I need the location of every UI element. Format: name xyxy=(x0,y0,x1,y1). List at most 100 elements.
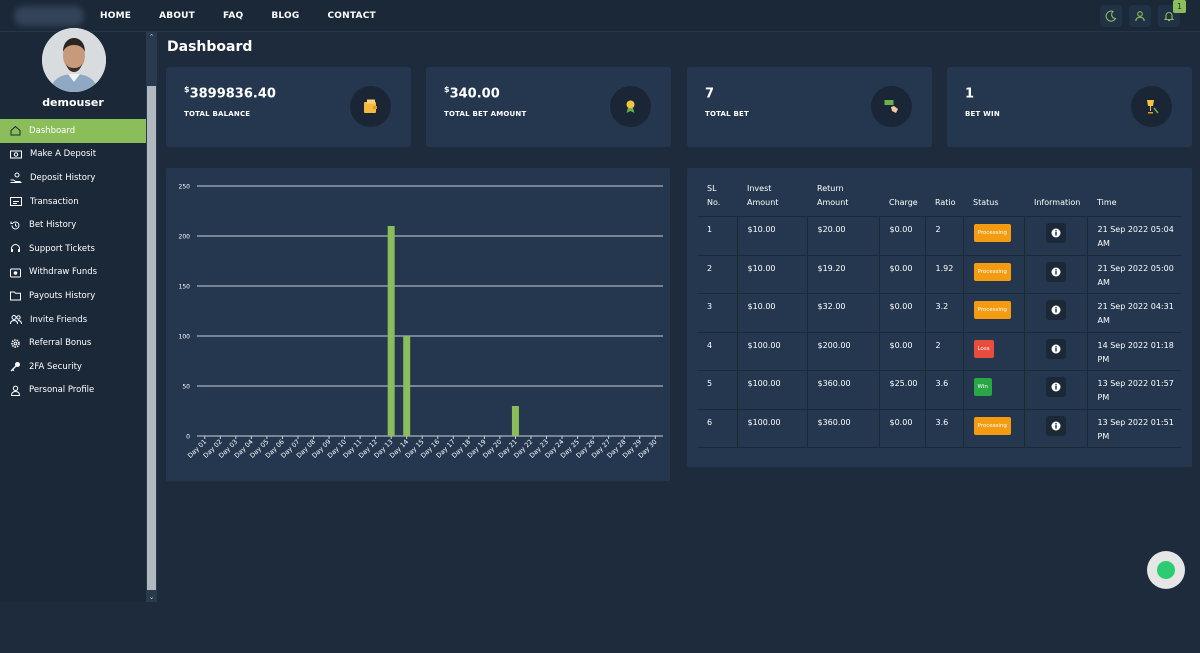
card-bet-win: 1 BET WIN xyxy=(947,67,1192,147)
info-button[interactable] xyxy=(1045,223,1066,243)
cell-return: $200.00 xyxy=(806,331,879,371)
sidebar-item-invite-friends[interactable]: Invite Friends xyxy=(0,308,146,332)
cell-invest: $10.00 xyxy=(736,293,807,332)
info-icon xyxy=(1051,382,1060,392)
cell-time: 13 Sep 2022 01:51 PM xyxy=(1086,408,1181,448)
info-button[interactable] xyxy=(1045,261,1066,282)
sidebar-item-withdraw-funds[interactable]: Withdraw Funds xyxy=(0,261,146,285)
cell-information xyxy=(1023,370,1087,409)
notification-button[interactable]: 1 xyxy=(1158,0,1186,27)
cell-return: $20.00 xyxy=(806,216,879,255)
table-row: 2 $10.00 $19.20 $0.00 1.92 Processing 21… xyxy=(697,254,1181,294)
info-button[interactable] xyxy=(1045,338,1066,359)
cell-sl: 1 xyxy=(697,216,737,255)
scroll-down-icon[interactable]: ⌄ xyxy=(148,593,155,601)
sidebar-item-label: Personal Profile xyxy=(29,385,95,396)
sidebar-scrollbar[interactable]: ⌃ ⌄ xyxy=(146,32,157,602)
main-nav: HOME ABOUT FAQ BLOG CONTACT xyxy=(100,0,404,32)
scroll-up-icon[interactable]: ⌃ xyxy=(148,33,155,41)
profile-button[interactable] xyxy=(1129,5,1151,27)
sidebar-item-2fa-security[interactable]: 2FA Security xyxy=(0,355,146,379)
money-icon xyxy=(10,150,22,159)
sidebar-item-label: Deposit History xyxy=(30,172,96,183)
top-icon-group: 1 xyxy=(1093,0,1186,27)
info-icon xyxy=(1051,305,1060,315)
cell-return: $19.20 xyxy=(806,254,879,294)
bar xyxy=(403,336,411,436)
live-chat-button[interactable] xyxy=(1147,551,1185,589)
headset-icon xyxy=(11,244,20,253)
card-total-bet-amount: $340.00 TOTAL BET AMOUNT xyxy=(426,67,671,147)
site-logo[interactable] xyxy=(14,6,84,26)
status-badge: Processing xyxy=(973,416,1011,435)
nav-blog[interactable]: BLOG xyxy=(271,11,300,21)
cell-sl: 3 xyxy=(697,293,737,332)
currency-symbol: $ xyxy=(184,85,190,94)
notification-badge: 1 xyxy=(1173,0,1186,13)
info-button[interactable] xyxy=(1045,377,1066,397)
card-label: BET WIN xyxy=(965,110,1000,118)
dark-mode-button[interactable] xyxy=(1100,5,1122,27)
cell-charge: $0.00 xyxy=(878,293,925,332)
user-icon xyxy=(1135,11,1145,22)
cell-status: Processing xyxy=(962,254,1024,294)
nav-faq[interactable]: FAQ xyxy=(223,11,244,21)
sidebar-item-label: Payouts History xyxy=(29,290,96,301)
cell-time: 13 Sep 2022 01:57 PM xyxy=(1086,370,1181,409)
bet-table-panel: SL No. Invest Amount Return Amount Charg… xyxy=(687,168,1192,467)
value-text: 7 xyxy=(705,86,715,102)
sidebar-item-transaction[interactable]: Transaction xyxy=(0,190,146,214)
top-navbar: HOME ABOUT FAQ BLOG CONTACT 1 xyxy=(0,0,1200,32)
nav-home[interactable]: HOME xyxy=(100,11,132,21)
cell-ratio: 1.92 xyxy=(924,254,963,294)
cell-time: 14 Sep 2022 01:18 PM xyxy=(1086,331,1181,371)
bet-hand-icon xyxy=(884,100,898,113)
avatar[interactable] xyxy=(42,28,106,92)
card-icon-circle xyxy=(350,86,391,127)
bar xyxy=(387,226,395,436)
card-value: $3899836.40 xyxy=(184,85,276,101)
card-value: 1 xyxy=(965,85,974,101)
status-badge: Win xyxy=(973,378,992,396)
cell-time: 21 Sep 2022 05:04 AM xyxy=(1086,216,1181,255)
sidebar-item-support-tickets[interactable]: Support Tickets xyxy=(0,237,146,261)
cell-return: $32.00 xyxy=(806,293,879,332)
y-tick-label: 200 xyxy=(179,234,191,241)
sidebar-item-personal-profile[interactable]: Personal Profile xyxy=(0,379,146,403)
card-label: TOTAL BET xyxy=(705,110,749,118)
sidebar-item-bet-history[interactable]: Bet History xyxy=(0,213,146,237)
sidebar-item-make-deposit[interactable]: Make A Deposit xyxy=(0,143,146,167)
users-icon xyxy=(10,315,22,325)
bet-chart-panel: 0 50 100 150 200 250 Day 01 Day 02 Day 03 Day 04 D… xyxy=(166,168,670,481)
cell-ratio: 3.2 xyxy=(924,293,963,332)
cell-invest: $10.00 xyxy=(736,254,807,294)
sidebar-item-dashboard[interactable]: Dashboard xyxy=(0,119,146,143)
card-value: $340.00 xyxy=(444,85,500,101)
moon-icon xyxy=(1105,10,1117,22)
info-icon xyxy=(1051,421,1060,430)
cell-charge: $0.00 xyxy=(878,408,925,448)
wallet-icon xyxy=(364,99,377,113)
cell-charge: $0.00 xyxy=(878,331,925,371)
gear-icon xyxy=(11,338,20,348)
sidebar-item-payouts-history[interactable]: Payouts History xyxy=(0,284,146,308)
cell-charge: $0.00 xyxy=(878,216,925,255)
sidebar-item-label: 2FA Security xyxy=(29,361,82,372)
hand-coin-icon xyxy=(10,172,22,184)
scroll-thumb[interactable] xyxy=(147,86,156,590)
cell-sl: 6 xyxy=(697,408,737,448)
cell-status: Loss xyxy=(962,331,1024,371)
bet-history-table: SL No. Invest Amount Return Amount Charg… xyxy=(697,178,1181,448)
status-badge: Processing xyxy=(973,301,1011,319)
table-header-row: SL No. Invest Amount Return Amount Charg… xyxy=(697,178,1181,217)
info-button[interactable] xyxy=(1045,415,1066,436)
cell-status: Processing xyxy=(962,408,1024,448)
nav-about[interactable]: ABOUT xyxy=(159,11,196,21)
info-button[interactable] xyxy=(1045,300,1066,320)
nav-contact[interactable]: CONTACT xyxy=(327,11,376,21)
sidebar-item-deposit-history[interactable]: Deposit History xyxy=(0,166,146,190)
card-label: TOTAL BET AMOUNT xyxy=(444,110,527,118)
y-tick-label: 50 xyxy=(182,384,190,391)
header-information: Information xyxy=(1034,198,1081,207)
sidebar-item-referral-bonus[interactable]: Referral Bonus xyxy=(0,331,146,355)
